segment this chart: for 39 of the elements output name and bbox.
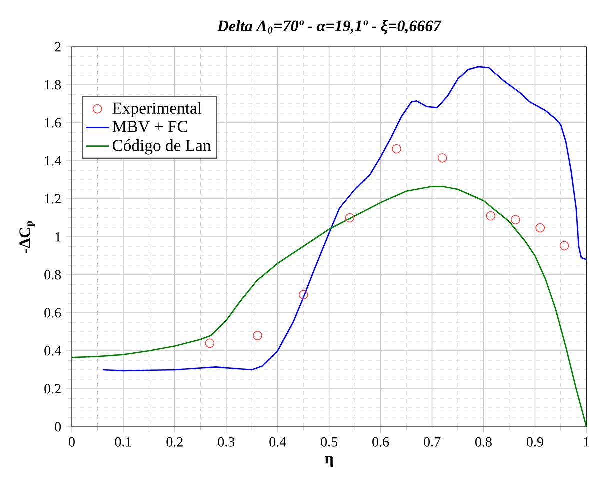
x-axis-title: η — [325, 456, 334, 468]
point — [392, 144, 402, 154]
point — [345, 213, 355, 223]
y-tick-label: 1.8 — [45, 80, 62, 90]
x-tick-label: 0.3 — [218, 437, 235, 447]
y-tick-label: 0.6 — [44, 308, 62, 318]
y-tick-label: 0.2 — [44, 384, 61, 394]
y-tick-label: 2 — [55, 42, 61, 52]
x-tick-label: 0.2 — [166, 437, 183, 447]
y-axis-title: -ΔC$_{p}$ — [20, 221, 35, 254]
y-tick-label: 1 — [56, 232, 61, 242]
point — [536, 223, 546, 233]
x-tick-label: 0.6 — [372, 437, 390, 447]
x-tick-label: 0.1 — [115, 437, 132, 447]
y-tick-label: 0 — [55, 422, 62, 432]
point — [253, 331, 262, 340]
x-tick-label: 0.8 — [476, 437, 492, 447]
x-tick-label: 0.7 — [424, 437, 441, 447]
x-tick-label: 0 — [69, 437, 75, 447]
legend-label: Experimental — [112, 102, 202, 118]
point — [560, 241, 570, 251]
y-tick-label: 1.2 — [45, 194, 61, 204]
legend-label: MBV + FC — [112, 121, 188, 132]
x-tick-label: 0.9 — [526, 437, 544, 447]
point — [438, 153, 448, 163]
chart-title: Delta Λ$_{0}$=70º - α=19,1º - ξ=0,6667 — [217, 20, 442, 34]
point — [205, 338, 215, 348]
point — [510, 215, 520, 225]
legend-label: Código de Lan — [112, 140, 212, 155]
y-tick-label: 0.8 — [44, 270, 62, 280]
point — [298, 290, 308, 300]
y-tick-label: 0.4 — [44, 346, 62, 356]
x-tick-label: 0.5 — [321, 437, 338, 447]
y-tick-label: 1.6 — [45, 118, 62, 128]
x-tick-label: 1 — [584, 437, 589, 447]
x-tick-label: 0.4 — [270, 437, 286, 447]
line-series — [102, 66, 587, 372]
point — [486, 211, 496, 221]
y-tick-label: 1.4 — [45, 156, 62, 166]
